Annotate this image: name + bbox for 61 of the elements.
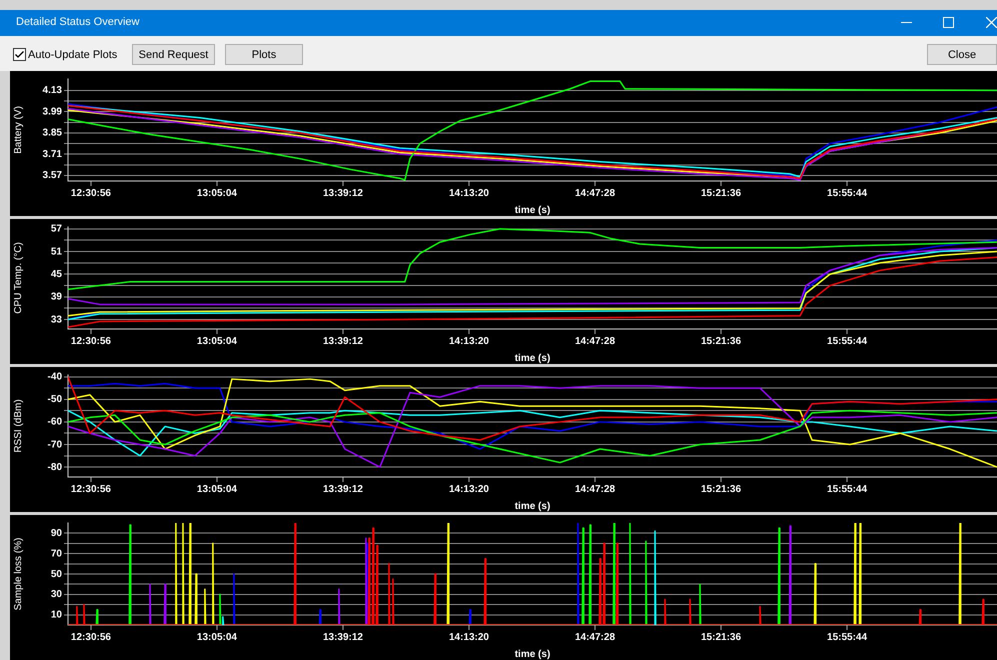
y-axis-title: Battery (V) bbox=[12, 106, 24, 154]
y-tick-label: 3.99 bbox=[42, 106, 62, 118]
y-tick-label: 3.57 bbox=[42, 170, 62, 182]
x-tick-label: 12:30:56 bbox=[70, 484, 112, 495]
x-tick-label: 12:30:56 bbox=[70, 188, 112, 199]
x-tick-label: 14:47:28 bbox=[574, 188, 616, 199]
x-tick-label: 15:55:44 bbox=[827, 484, 868, 495]
x-axis-title: time (s) bbox=[514, 648, 550, 660]
y-axis-title: Sample loss (%) bbox=[12, 538, 24, 610]
x-tick-label: 13:05:04 bbox=[196, 484, 238, 495]
x-tick-label: 14:47:28 bbox=[574, 336, 616, 347]
x-tick-label: 15:55:44 bbox=[827, 336, 868, 347]
y-tick-label: -50 bbox=[48, 394, 62, 406]
y-tick-label: -60 bbox=[48, 416, 62, 428]
x-tick-label: 13:05:04 bbox=[196, 336, 238, 347]
x-tick-label: 15:21:36 bbox=[700, 632, 742, 643]
y-tick-label: 10 bbox=[50, 610, 62, 621]
y-tick-label: 33 bbox=[50, 314, 62, 326]
x-tick-label: 14:47:28 bbox=[574, 632, 616, 643]
button: Plots bbox=[225, 44, 303, 65]
x-tick-label: 15:55:44 bbox=[827, 632, 868, 643]
x-tick-label: 14:13:20 bbox=[448, 632, 490, 643]
y-tick-label: 3.85 bbox=[42, 128, 62, 139]
x-tick-label: 13:39:12 bbox=[322, 484, 364, 495]
text: Auto-Update Plots bbox=[28, 49, 118, 61]
y-tick-label: 30 bbox=[50, 589, 62, 600]
y-tick-label: 3.71 bbox=[42, 148, 62, 160]
x-tick-label: 13:05:04 bbox=[196, 632, 238, 643]
y-tick-label: 45 bbox=[50, 268, 62, 280]
x-tick-label: 12:30:56 bbox=[70, 336, 112, 347]
x-tick-label: 14:13:20 bbox=[448, 188, 490, 199]
x-tick-label: 13:05:04 bbox=[196, 188, 238, 199]
x-tick-label: 14:13:20 bbox=[448, 336, 490, 347]
x-tick-label: 13:39:12 bbox=[322, 632, 364, 643]
x-tick-label: 15:21:36 bbox=[700, 484, 742, 495]
x-tick-label: 13:39:12 bbox=[322, 336, 364, 347]
y-tick-label: 39 bbox=[50, 292, 62, 303]
x-tick-label: 15:21:36 bbox=[700, 188, 742, 199]
x-tick-label: 13:39:12 bbox=[322, 188, 364, 199]
x-tick-label: 14:47:28 bbox=[574, 484, 616, 495]
x-tick-label: 12:30:56 bbox=[70, 632, 112, 643]
x-tick-label: 14:13:20 bbox=[448, 484, 490, 495]
y-axis-title: CPU Temp. (°C) bbox=[12, 242, 24, 314]
text: Detailed Status Overview bbox=[16, 16, 140, 28]
y-tick-label: 70 bbox=[50, 548, 62, 560]
x-tick-label: 15:55:44 bbox=[827, 188, 868, 199]
x-axis-title: time (s) bbox=[514, 352, 550, 364]
y-tick-label: -70 bbox=[48, 439, 62, 450]
y-tick-label: -40 bbox=[48, 372, 62, 383]
y-tick-label: 4.13 bbox=[42, 85, 62, 96]
y-tick-label: -80 bbox=[48, 462, 62, 473]
button: Send Request bbox=[132, 44, 215, 65]
x-tick-label: 15:21:36 bbox=[700, 336, 742, 347]
y-tick-label: 50 bbox=[50, 568, 62, 580]
y-axis-title: RSSI (dBm) bbox=[12, 399, 24, 453]
x-axis-title: time (s) bbox=[514, 204, 550, 216]
button: Close bbox=[927, 44, 997, 65]
x-axis-title: time (s) bbox=[514, 500, 550, 512]
y-tick-label: 57 bbox=[50, 224, 62, 235]
y-tick-label: 90 bbox=[50, 528, 62, 539]
y-tick-label: 51 bbox=[50, 246, 62, 258]
